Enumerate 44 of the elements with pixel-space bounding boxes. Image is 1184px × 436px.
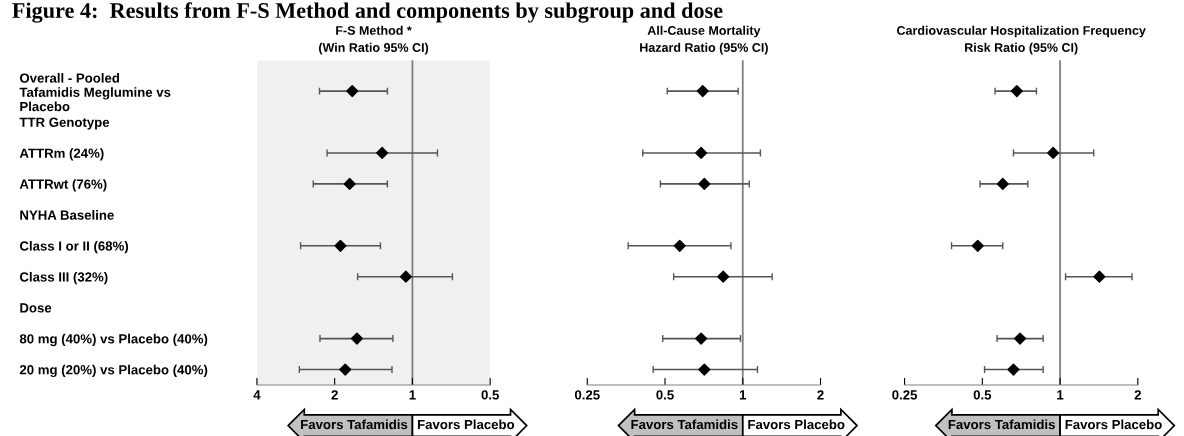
point	[343, 177, 356, 190]
text: Favors Placebo	[1065, 419, 1162, 430]
point	[698, 177, 711, 190]
point	[717, 270, 730, 283]
point	[334, 239, 347, 252]
point	[695, 146, 708, 160]
x-tick-label: 0.5	[481, 390, 499, 400]
text: Favors Tafamidis	[948, 419, 1055, 430]
y-tick-label: NYHA Baseline	[20, 210, 114, 220]
x-tick-label: 2	[817, 390, 824, 400]
x-tick-label: 1	[1057, 390, 1064, 400]
x-tick-label: 0.5	[656, 390, 674, 400]
y-tick-label: ATTRwt (76%)	[19, 179, 107, 192]
chart-title: F-S Method * (Win Ratio 95% CI)	[319, 25, 429, 55]
caption: Figure 4: Results from F-S Method and components by subgroup and dose	[12, 2, 723, 23]
point	[376, 146, 389, 160]
text: Favors Tafamidis	[301, 419, 408, 430]
x-tick-label: 1	[409, 390, 416, 400]
text: Favors Tafamidis	[631, 419, 738, 430]
chart-title: Cardiovascular Hospitalization Frequency Risk Ratio (95% CI)	[897, 25, 1146, 55]
text: Favors Placebo	[417, 419, 515, 430]
chart-title: All-Cause Mortality Hazard Ratio (95% CI)	[640, 25, 768, 55]
y-tick-label: Dose	[20, 303, 52, 313]
x-tick-label: 1	[739, 390, 747, 400]
y-tick-label: TTR Genotype	[19, 117, 110, 130]
y-tick-label: 80 mg (40%) vs Placebo (40%)	[19, 333, 208, 347]
point	[696, 85, 709, 98]
point	[350, 332, 364, 345]
x-tick-label: 4	[253, 390, 261, 400]
point	[695, 332, 708, 345]
x-tick-label: 0.25	[892, 390, 918, 400]
x-tick-label: 2	[331, 390, 338, 400]
point	[339, 363, 352, 376]
point	[698, 363, 711, 376]
x-tick-label: 0.25	[574, 390, 600, 400]
text: Favors Placebo	[748, 419, 845, 430]
y-tick-label: Overall - Pooled Tafamidis Meglumine vs Placebo	[19, 73, 171, 112]
y-tick-label: ATTRm (24%)	[19, 148, 104, 161]
x-tick-label: 2	[1134, 390, 1141, 400]
point	[346, 85, 359, 98]
y-tick-label: Class I or II (68%)	[19, 241, 129, 254]
x-tick-label: 0.5	[973, 390, 992, 400]
y-tick-label: 20 mg (20%) vs Placebo (40%)	[19, 364, 208, 378]
y-tick-label: Class III (32%)	[19, 271, 108, 285]
